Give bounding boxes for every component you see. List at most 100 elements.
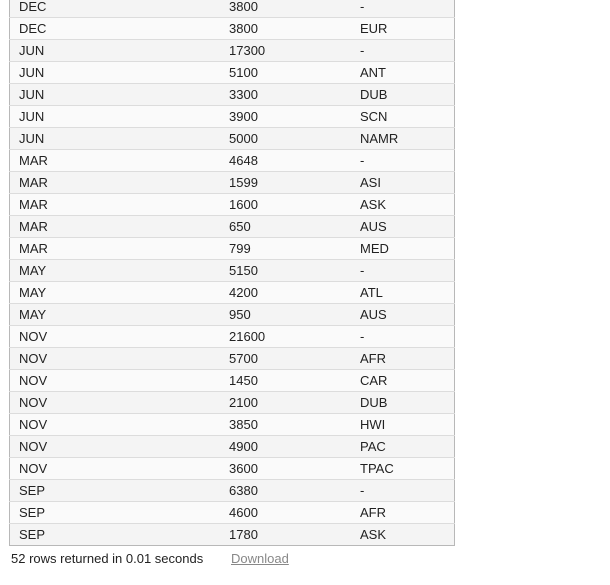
cell-code: DUB — [360, 83, 455, 106]
table-row: MAR 650 AUS — [9, 215, 455, 238]
cell-month: MAY — [9, 281, 229, 304]
cell-code: - — [360, 479, 455, 502]
table-row: NOV 5700 AFR — [9, 347, 455, 370]
cell-value: 950 — [229, 303, 360, 326]
cell-value: 6380 — [229, 479, 360, 502]
cell-value: 3800 — [229, 17, 360, 40]
cell-code: CAR — [360, 369, 455, 392]
results-table: DEC 3800- DEC 3800 EUR JUN 17300- JUN 5100 ANT JUN… — [9, 0, 455, 546]
results-table-body: DEC 3800- DEC 3800 EUR JUN 17300- JUN 5100 ANT JUN… — [9, 0, 455, 546]
cell-value: 799 — [229, 237, 360, 260]
cell-value: 3600 — [229, 457, 360, 480]
cell-month: NOV — [9, 325, 229, 348]
table-row: NOV 3850 HWI — [9, 413, 455, 436]
table-row: MAY 5150- — [9, 259, 455, 282]
cell-month: NOV — [9, 457, 229, 480]
cell-code: SCN — [360, 105, 455, 128]
table-row: MAR 4648- — [9, 149, 455, 172]
cell-month: NOV — [9, 413, 229, 436]
cell-value: 5000 — [229, 127, 360, 150]
cell-value: 3850 — [229, 413, 360, 436]
table-row: SEP 4600 AFR — [9, 501, 455, 524]
table-row: MAY 950 AUS — [9, 303, 455, 326]
table-row: MAY 4200 ATL — [9, 281, 455, 304]
cell-month: MAR — [9, 237, 229, 260]
table-row: NOV 2100 DUB — [9, 391, 455, 414]
cell-value: 4600 — [229, 501, 360, 524]
cell-month: SEP — [9, 501, 229, 524]
cell-value: 1450 — [229, 369, 360, 392]
cell-month: JUN — [9, 61, 229, 84]
cell-value: 21600 — [229, 325, 360, 348]
table-row: SEP 6380- — [9, 479, 455, 502]
row-count-status: 52 rows returned in 0.01 seconds — [11, 551, 204, 566]
table-row: JUN 3900 SCN — [9, 105, 455, 128]
cell-month: JUN — [9, 105, 229, 128]
cell-value: 650 — [229, 215, 360, 238]
cell-code: TPAC — [360, 457, 455, 480]
cell-value: 17300 — [229, 39, 360, 62]
table-row: DEC 3800 EUR — [9, 17, 455, 40]
table-row: JUN 3300 DUB — [9, 83, 455, 106]
table-row: MAR 799 MED — [9, 237, 455, 260]
cell-value: 5150 — [229, 259, 360, 282]
table-row: NOV 21600- — [9, 325, 455, 348]
cell-month: NOV — [9, 347, 229, 370]
cell-month: NOV — [9, 369, 229, 392]
cell-code: ANT — [360, 61, 455, 84]
cell-value: 1600 — [229, 193, 360, 216]
cell-code: ASK — [360, 193, 455, 216]
cell-value: 3900 — [229, 105, 360, 128]
download-link[interactable]: Download — [231, 551, 289, 566]
cell-value: 4900 — [229, 435, 360, 458]
cell-month: JUN — [9, 83, 229, 106]
table-row: MAR 1600 ASK — [9, 193, 455, 216]
cell-month: DEC — [9, 17, 229, 40]
cell-month: JUN — [9, 39, 229, 62]
cell-value: 5700 — [229, 347, 360, 370]
cell-value: 1599 — [229, 171, 360, 194]
cell-value: 4200 — [229, 281, 360, 304]
table-row: MAR 1599 ASI — [9, 171, 455, 194]
cell-month: JUN — [9, 127, 229, 150]
cell-code: MED — [360, 237, 455, 260]
cell-month: MAR — [9, 215, 229, 238]
cell-value: 4648 — [229, 149, 360, 172]
cell-code: AUS — [360, 215, 455, 238]
cell-month: MAR — [9, 171, 229, 194]
cell-month: SEP — [9, 523, 229, 546]
table-row: JUN 5000 NAMR — [9, 127, 455, 150]
cell-month: MAY — [9, 303, 229, 326]
cell-code: AFR — [360, 347, 455, 370]
table-row: JUN 17300- — [9, 39, 455, 62]
cell-value: 3300 — [229, 83, 360, 106]
cell-code: NAMR — [360, 127, 455, 150]
cell-code: ATL — [360, 281, 455, 304]
cell-month: NOV — [9, 391, 229, 414]
cell-value: 3800 — [229, 0, 360, 18]
cell-month: DEC — [9, 0, 229, 18]
cell-value: 5100 — [229, 61, 360, 84]
table-row: NOV 1450 CAR — [9, 369, 455, 392]
table-row: JUN 5100 ANT — [9, 61, 455, 84]
cell-code: - — [360, 39, 455, 62]
cell-code: ASK — [360, 523, 455, 546]
cell-code: AUS — [360, 303, 455, 326]
cell-code: - — [360, 149, 455, 172]
cell-code: - — [360, 259, 455, 282]
table-row: SEP 1780 ASK — [9, 523, 455, 546]
table-row: DEC 3800- — [9, 0, 455, 18]
cell-code: EUR — [360, 17, 455, 40]
cell-code: AFR — [360, 501, 455, 524]
cell-month: MAY — [9, 259, 229, 282]
cell-code: - — [360, 325, 455, 348]
table-row: NOV 4900 PAC — [9, 435, 455, 458]
cell-value: 2100 — [229, 391, 360, 414]
cell-month: SEP — [9, 479, 229, 502]
cell-code: PAC — [360, 435, 455, 458]
cell-code: HWI — [360, 413, 455, 436]
cell-value: 1780 — [229, 523, 360, 546]
cell-month: MAR — [9, 193, 229, 216]
cell-code: DUB — [360, 391, 455, 414]
